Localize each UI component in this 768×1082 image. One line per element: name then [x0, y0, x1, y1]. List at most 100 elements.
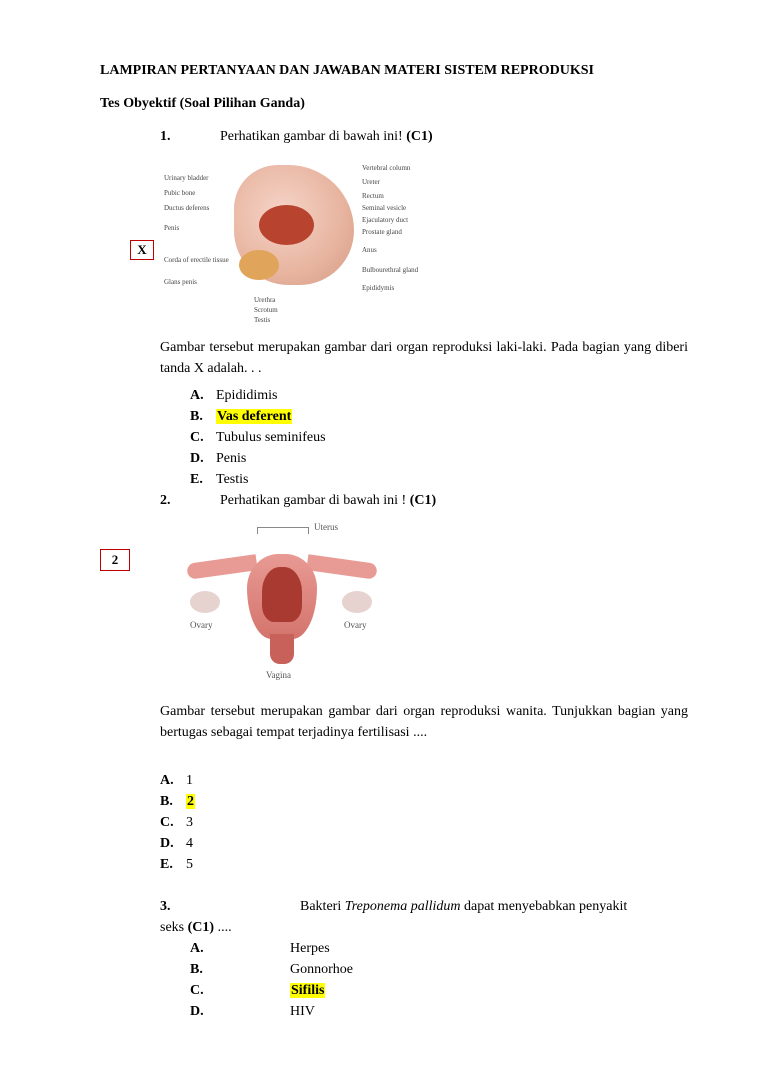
- option-text: 5: [186, 854, 688, 875]
- q2-num: 2.: [160, 490, 220, 511]
- option-row: C.3: [160, 812, 688, 833]
- fig-label: Urinary bladder: [164, 173, 209, 184]
- option-text: 3: [186, 812, 688, 833]
- option-letter: D.: [190, 448, 216, 469]
- option-text: Vas deferent: [216, 406, 688, 427]
- bracket: [257, 527, 309, 534]
- fig-label: Epididymis: [362, 283, 394, 294]
- diagram-organ: [239, 250, 279, 280]
- q3-line2: seks (C1) ....: [160, 917, 688, 938]
- option-letter: D.: [190, 1001, 290, 1022]
- fig-label: Glans penis: [164, 277, 197, 288]
- option-letter: C.: [190, 980, 290, 1001]
- fig-label: Ureter: [362, 177, 380, 188]
- fig-label: Penis: [164, 223, 179, 234]
- fig-label: Vagina: [266, 669, 291, 683]
- fig-label: Rectum: [362, 191, 384, 202]
- diagram-organ: [259, 205, 314, 245]
- option-text: 4: [186, 833, 688, 854]
- q2-text: Perhatikan gambar di bawah ini ! (C1): [220, 490, 688, 511]
- option-row: B.2: [160, 791, 688, 812]
- q1-options: A.EpididimisB.Vas deferentC.Tubulus semi…: [190, 385, 688, 490]
- q2-prompt-a: Perhatikan gambar di bawah ini !: [220, 493, 410, 508]
- fallopian-tube: [186, 554, 258, 580]
- option-row: E.Testis: [190, 469, 688, 490]
- q3-text: Bakteri Treponema pallidum dapat menyeba…: [300, 896, 688, 917]
- fig-label: Urethra: [254, 295, 275, 306]
- q1-desc: Gambar tersebut merupakan gambar dari or…: [160, 337, 688, 379]
- option-row: C.Tubulus seminifeus: [190, 427, 688, 448]
- page-title: LAMPIRAN PERTANYAAN DAN JAWABAN MATERI S…: [100, 60, 688, 81]
- fig-label: Bulbourethral gland: [362, 265, 418, 276]
- option-row: B.Gonnorhoe: [190, 959, 688, 980]
- option-text: Gonnorhoe: [290, 959, 688, 980]
- q3-a: Bakteri: [300, 899, 345, 914]
- male-diagram: Urinary bladder Pubic bone Ductus defere…: [164, 155, 444, 325]
- q3-l2c: ....: [214, 920, 232, 935]
- q1-text: Perhatikan gambar di bawah ini! (C1): [220, 126, 688, 147]
- option-letter: A.: [160, 770, 186, 791]
- q2-desc: Gambar tersebut merupakan gambar dari or…: [160, 701, 688, 743]
- q1-num: 1.: [160, 126, 220, 147]
- q3-num: 3.: [160, 896, 300, 917]
- q3-prompt: 3. Bakteri Treponema pallidum dapat meny…: [160, 896, 688, 917]
- fig-label: Corda of erectile tissue: [164, 255, 229, 266]
- female-diagram: Uterus Ovary Ovary Vagina: [142, 519, 422, 689]
- q1-figure: X Urinary bladder Pubic bone Ductus defe…: [130, 155, 688, 325]
- fig-label: Testis: [254, 315, 270, 326]
- option-row: A.1: [160, 770, 688, 791]
- option-text: 2: [186, 791, 688, 812]
- option-text: 1: [186, 770, 688, 791]
- q3-l2b: (C1): [188, 920, 214, 935]
- option-letter: B.: [190, 406, 216, 427]
- option-row: D.HIV: [190, 1001, 688, 1022]
- q1-prompt: 1. Perhatikan gambar di bawah ini! (C1): [160, 126, 688, 147]
- q3-options: A.HerpesB.GonnorhoeC.SifilisD.HIV: [190, 938, 688, 1022]
- q2-prompt-b: (C1): [410, 493, 436, 508]
- option-text: Tubulus seminifeus: [216, 427, 688, 448]
- uterus-inner: [262, 567, 302, 622]
- option-row: A.Epididimis: [190, 385, 688, 406]
- fig-label: Anus: [362, 245, 377, 256]
- option-row: A.Herpes: [190, 938, 688, 959]
- highlighted-answer: 2: [186, 794, 195, 809]
- q2-prompt: 2. Perhatikan gambar di bawah ini ! (C1): [160, 490, 688, 511]
- option-letter: A.: [190, 938, 290, 959]
- option-text: Sifilis: [290, 980, 688, 1001]
- fallopian-tube: [306, 554, 378, 580]
- fig-label: Vertebral column: [362, 163, 410, 174]
- q2-figure: 2 Uterus Ovary Ovary Vagina: [100, 519, 688, 689]
- highlighted-answer: Sifilis: [290, 983, 325, 998]
- option-letter: D.: [160, 833, 186, 854]
- option-letter: E.: [190, 469, 216, 490]
- option-letter: B.: [160, 791, 186, 812]
- q2-marker-box: 2: [100, 549, 130, 571]
- q3-b: dapat menyebabkan penyakit: [464, 899, 627, 914]
- option-letter: C.: [190, 427, 216, 448]
- ovary-shape: [342, 591, 372, 613]
- cervix-shape: [270, 634, 294, 664]
- fig-label: Seminal vesicle: [362, 203, 406, 214]
- option-letter: C.: [160, 812, 186, 833]
- q1-prompt-b: (C1): [406, 129, 432, 144]
- q3-i: Treponema pallidum: [345, 899, 464, 914]
- ovary-shape: [190, 591, 220, 613]
- fig-label: Ductus deferens: [164, 203, 209, 214]
- option-letter: A.: [190, 385, 216, 406]
- option-letter: B.: [190, 959, 290, 980]
- fig-label: Ovary: [190, 619, 213, 633]
- option-letter: E.: [160, 854, 186, 875]
- option-text: Penis: [216, 448, 688, 469]
- subtitle: Tes Obyektif (Soal Pilihan Ganda): [100, 93, 688, 114]
- option-text: Epididimis: [216, 385, 688, 406]
- fig-label: Ovary: [344, 619, 367, 633]
- fig-label: Uterus: [314, 521, 338, 535]
- option-row: B.Vas deferent: [190, 406, 688, 427]
- highlighted-answer: Vas deferent: [216, 409, 292, 424]
- option-text: Testis: [216, 469, 688, 490]
- q1-marker-box: X: [130, 240, 154, 260]
- fig-label: Pubic bone: [164, 188, 195, 199]
- q1-prompt-a: Perhatikan gambar di bawah ini!: [220, 129, 406, 144]
- option-row: C.Sifilis: [190, 980, 688, 1001]
- fig-label: Prostate gland: [362, 227, 402, 238]
